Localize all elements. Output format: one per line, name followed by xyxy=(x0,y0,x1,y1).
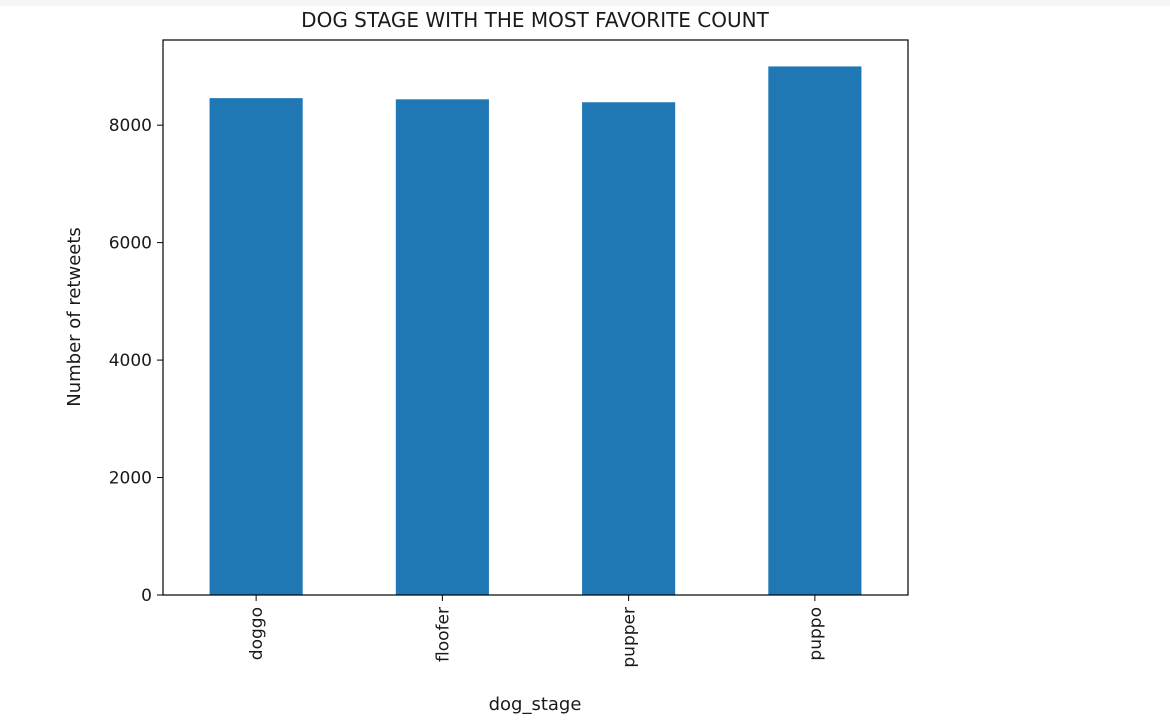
y-axis: 0 2000 4000 6000 8000 xyxy=(109,116,163,606)
x-tick-label-pupper: pupper xyxy=(620,607,640,668)
x-tick-label-puppo: puppo xyxy=(806,607,826,661)
x-tick-label-floofer: floofer xyxy=(433,607,453,662)
x-axis: doggo floofer pupper puppo xyxy=(247,595,826,668)
y-tick-label: 6000 xyxy=(109,234,152,254)
x-tick-label-doggo: doggo xyxy=(247,607,267,660)
y-axis-title: Number of retweets xyxy=(64,227,85,407)
bar-doggo xyxy=(209,98,303,596)
bars-group xyxy=(209,66,862,596)
y-tick-label: 4000 xyxy=(109,351,152,371)
page-top-edge xyxy=(0,0,1170,6)
chart-title: DOG STAGE WITH THE MOST FAVORITE COUNT xyxy=(301,8,769,32)
bar-puppo xyxy=(768,66,862,595)
y-tick-label: 2000 xyxy=(109,469,152,489)
bar-pupper xyxy=(582,102,676,595)
bar-floofer xyxy=(395,99,489,596)
y-tick-label: 0 xyxy=(141,586,152,606)
x-axis-title: dog_stage xyxy=(489,694,582,715)
plot-frame xyxy=(162,39,909,596)
y-tick-label: 8000 xyxy=(109,116,152,136)
